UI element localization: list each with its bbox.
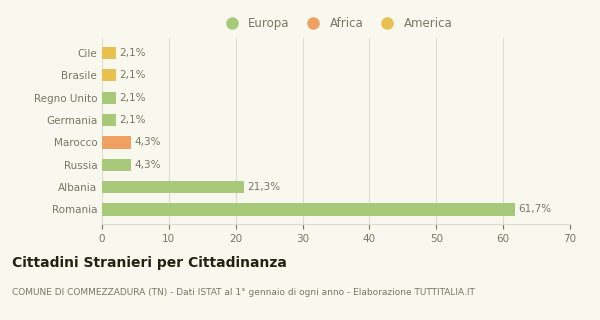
Legend: Europa, Africa, America: Europa, Africa, America bbox=[215, 13, 457, 35]
Bar bbox=[102, 114, 116, 126]
Text: 4,3%: 4,3% bbox=[134, 137, 161, 148]
Bar bbox=[102, 92, 116, 104]
Bar bbox=[102, 136, 131, 148]
Text: 4,3%: 4,3% bbox=[134, 160, 161, 170]
Text: COMUNE DI COMMEZZADURA (TN) - Dati ISTAT al 1° gennaio di ogni anno - Elaborazio: COMUNE DI COMMEZZADURA (TN) - Dati ISTAT… bbox=[12, 288, 475, 297]
Text: 21,3%: 21,3% bbox=[248, 182, 281, 192]
Text: Cittadini Stranieri per Cittadinanza: Cittadini Stranieri per Cittadinanza bbox=[12, 256, 287, 270]
Text: 2,1%: 2,1% bbox=[119, 48, 146, 58]
Bar bbox=[102, 159, 131, 171]
Bar bbox=[102, 181, 244, 193]
Text: 2,1%: 2,1% bbox=[119, 93, 146, 103]
Text: 2,1%: 2,1% bbox=[119, 70, 146, 80]
Bar bbox=[102, 203, 515, 216]
Bar bbox=[102, 47, 116, 59]
Bar bbox=[102, 69, 116, 82]
Text: 2,1%: 2,1% bbox=[119, 115, 146, 125]
Text: 61,7%: 61,7% bbox=[518, 204, 551, 214]
